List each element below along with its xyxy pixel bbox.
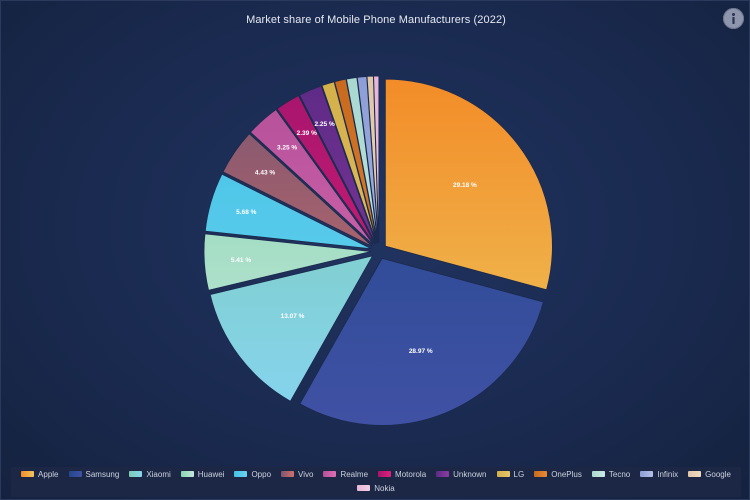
legend: Apple Samsung Xiaomi Huawei Oppo Vivo Realme Mo… bbox=[11, 467, 741, 497]
legend-swatch bbox=[688, 471, 702, 477]
legend-item-realme[interactable]: Realme bbox=[323, 469, 368, 479]
legend-item-google[interactable]: Google bbox=[688, 469, 731, 479]
legend-swatch bbox=[640, 471, 654, 477]
pie-slice-vivo[interactable] bbox=[222, 133, 373, 247]
legend-swatch bbox=[323, 471, 337, 477]
legend-label: Samsung bbox=[85, 469, 120, 479]
legend-label: LG bbox=[513, 469, 525, 479]
legend-item-xiaomi[interactable]: Xiaomi bbox=[129, 469, 171, 479]
legend-item-huawei[interactable]: Huawei bbox=[180, 469, 225, 479]
legend-label: Vivo bbox=[298, 469, 314, 479]
legend-swatch bbox=[68, 471, 82, 477]
legend-swatch bbox=[180, 471, 194, 477]
legend-label: Huawei bbox=[197, 469, 225, 479]
legend-label: Oppo bbox=[251, 469, 272, 479]
legend-item-motorola[interactable]: Motorola bbox=[378, 469, 426, 479]
legend-swatch bbox=[378, 471, 392, 477]
legend-label: Nokia bbox=[374, 483, 395, 493]
pie-slice-realme[interactable] bbox=[249, 109, 375, 246]
pie-slice-xiaomi[interactable] bbox=[209, 255, 374, 402]
pie-slice-apple[interactable] bbox=[384, 78, 553, 291]
pie-slice-unknown[interactable] bbox=[298, 85, 377, 244]
slice-label-oppo: 5.68 % bbox=[236, 209, 256, 216]
legend-swatch bbox=[21, 471, 35, 477]
pie-slice-oppo[interactable] bbox=[204, 173, 372, 250]
legend-swatch bbox=[234, 471, 248, 477]
slice-label-unknown: 2.25 % bbox=[315, 121, 335, 128]
pie-slice-nokia[interactable] bbox=[373, 75, 380, 244]
legend-swatch bbox=[129, 471, 143, 477]
slice-label-motorola: 2.39 % bbox=[297, 130, 317, 137]
legend-label: Infinix bbox=[657, 469, 679, 479]
pie-slice-tecno[interactable] bbox=[345, 76, 379, 244]
pie-chart: 29.18 % 28.97 % 13.07 % 5.41 % 5.68 % 4.43 % 3… bbox=[203, 75, 553, 426]
legend-label: Tecno bbox=[608, 469, 631, 479]
legend-swatch bbox=[534, 471, 548, 477]
legend-label: Motorola bbox=[395, 469, 427, 479]
legend-item-oneplus[interactable]: OnePlus bbox=[534, 469, 582, 479]
legend-item-vivo[interactable]: Vivo bbox=[281, 469, 313, 479]
legend-swatch bbox=[591, 471, 605, 477]
slice-label-vivo: 4.43 % bbox=[255, 170, 275, 177]
info-icon[interactable] bbox=[723, 8, 744, 29]
pie-slice-samsung[interactable] bbox=[299, 257, 544, 426]
legend-label: Realme bbox=[340, 469, 369, 479]
pie-slice-oneplus[interactable] bbox=[334, 78, 378, 244]
slice-label-samsung: 28.97 % bbox=[409, 348, 433, 355]
slice-label-apple: 29.18 % bbox=[453, 182, 477, 189]
legend-label: Xiaomi bbox=[146, 469, 171, 479]
legend-item-oppo[interactable]: Oppo bbox=[234, 469, 271, 479]
legend-label: OnePlus bbox=[551, 469, 582, 479]
legend-item-nokia[interactable]: Nokia bbox=[357, 483, 395, 493]
legend-label: Apple bbox=[38, 469, 59, 479]
legend-item-apple[interactable]: Apple bbox=[21, 469, 59, 479]
legend-item-infinix[interactable]: Infinix bbox=[640, 469, 678, 479]
legend-item-unknown[interactable]: Unknown bbox=[436, 469, 487, 479]
info-icon-glyph bbox=[732, 13, 735, 24]
chart-title: Market share of Mobile Phone Manufacture… bbox=[246, 14, 506, 26]
legend-item-lg[interactable]: LG bbox=[496, 469, 525, 479]
legend-label: Google bbox=[705, 469, 731, 479]
slice-label-xiaomi: 13.07 % bbox=[281, 313, 305, 320]
legend-swatch bbox=[281, 471, 295, 477]
legend-swatch bbox=[496, 471, 510, 477]
legend-swatch bbox=[357, 485, 371, 491]
pie-slice-huawei[interactable] bbox=[203, 233, 372, 291]
legend-label: Unknown bbox=[453, 469, 487, 479]
slice-label-realme: 3.25 % bbox=[277, 145, 297, 152]
pie-slice-motorola[interactable] bbox=[276, 95, 376, 245]
slice-label-huawei: 5.41 % bbox=[231, 257, 251, 264]
legend-swatch bbox=[436, 471, 450, 477]
legend-item-tecno[interactable]: Tecno bbox=[591, 469, 631, 479]
pie-slice-lg[interactable] bbox=[321, 81, 378, 244]
legend-item-samsung[interactable]: Samsung bbox=[68, 469, 120, 479]
